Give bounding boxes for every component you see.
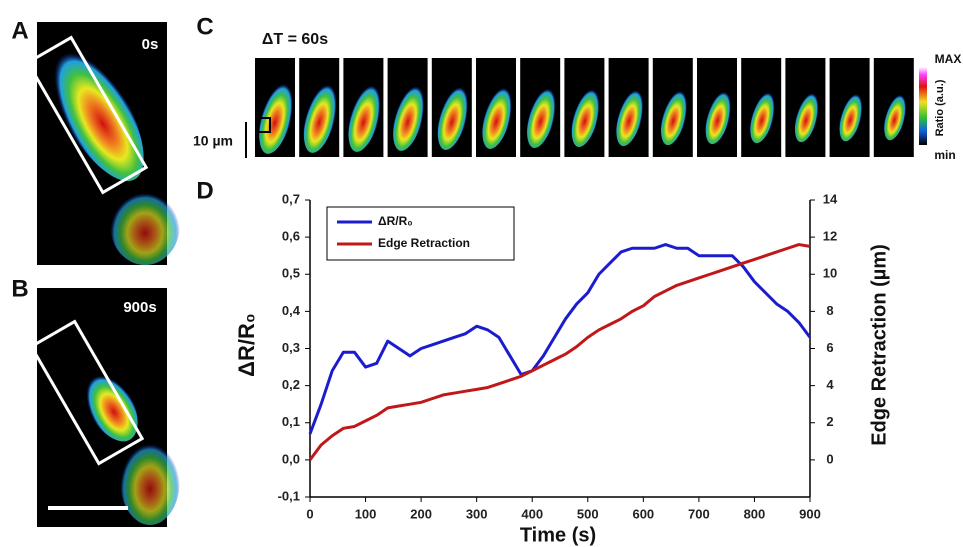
x-tick-label: 100 <box>355 506 377 521</box>
x-tick-label: 200 <box>410 506 432 521</box>
x-axis-label: Time (s) <box>520 524 596 546</box>
cell <box>839 88 864 142</box>
panel-label: C <box>196 13 213 40</box>
data-line <box>308 243 812 435</box>
data-line <box>308 243 811 461</box>
x-tick-label: 0 <box>306 506 313 521</box>
y-tick-label: 0,2 <box>282 377 300 392</box>
cell <box>482 81 514 149</box>
y-tick-label: 0,3 <box>282 340 300 355</box>
x-tick-label: 800 <box>744 506 766 521</box>
time-label: 900s <box>123 299 156 316</box>
roi-box <box>29 319 145 466</box>
panel-label: D <box>196 177 213 204</box>
x-tick-label: 700 <box>688 506 710 521</box>
cell <box>571 82 602 148</box>
plot: -0,1 0,0 0,1 0,2 0,3 0,4 0,5 0,6 0,7 0 2 4 6 8 10 12 14 0… <box>278 191 838 521</box>
scale-label: 10 µm <box>193 133 233 149</box>
x-tick-label: 600 <box>632 506 654 521</box>
legend-box <box>326 206 515 261</box>
y-tick-label: 0,1 <box>282 414 300 429</box>
colorbar-label: Ratio (a.u.) <box>934 79 946 136</box>
y-tick-label: 0,6 <box>282 229 300 244</box>
cell <box>705 85 733 145</box>
y-tick-label: 0,0 <box>282 451 300 466</box>
x-tick-label: 900 <box>799 506 821 521</box>
cell <box>393 79 427 151</box>
colorbar <box>919 67 927 145</box>
cell <box>660 84 689 146</box>
cell <box>303 77 339 153</box>
cell <box>82 368 138 442</box>
y-tick-label: 0,5 <box>282 266 300 281</box>
cell <box>884 89 908 141</box>
cell <box>437 80 470 150</box>
cell <box>120 435 180 525</box>
legend-label: Edge Retraction <box>378 236 470 250</box>
roi-box <box>257 117 271 133</box>
y-tick-label: -0,1 <box>278 488 300 503</box>
y-tick-label: 0,7 <box>282 191 300 206</box>
y2-tick-label: 4 <box>826 377 834 392</box>
cell <box>750 86 777 144</box>
time-label: 0s <box>142 36 159 53</box>
y2-axis-label: Edge Retraction (µm) <box>868 244 890 446</box>
cell <box>110 185 180 265</box>
x-tick-label: 500 <box>577 506 599 521</box>
cell <box>259 76 295 154</box>
y2-tick-label: 6 <box>826 340 833 355</box>
y-tick-label: 0,4 <box>282 303 301 318</box>
x-tick-label: 300 <box>466 506 488 521</box>
y2-tick-label: 8 <box>826 303 833 318</box>
y2-tick-label: 12 <box>823 229 837 244</box>
interval-label: ΔT = 60s <box>262 31 328 48</box>
frame-strip <box>255 58 914 157</box>
cell <box>46 38 144 182</box>
cell <box>794 87 820 143</box>
roi-box <box>25 35 149 195</box>
colorbar-max: MAX <box>935 52 962 66</box>
cell <box>348 78 383 152</box>
y2-tick-label: 10 <box>823 266 837 281</box>
colorbar-min: min <box>934 148 955 162</box>
y2-tick-label: 14 <box>823 191 838 206</box>
legend-label: ΔR/R₀ <box>378 214 413 228</box>
cell <box>527 81 558 149</box>
panel-label: B <box>11 275 28 302</box>
cell <box>616 83 645 147</box>
y2-tick-label: 2 <box>826 414 833 429</box>
y2-tick-label: 0 <box>826 451 833 466</box>
x-tick-label: 400 <box>521 506 543 521</box>
panel-label: A <box>11 17 28 44</box>
y-axis-label: ΔR/R₀ <box>234 313 259 377</box>
